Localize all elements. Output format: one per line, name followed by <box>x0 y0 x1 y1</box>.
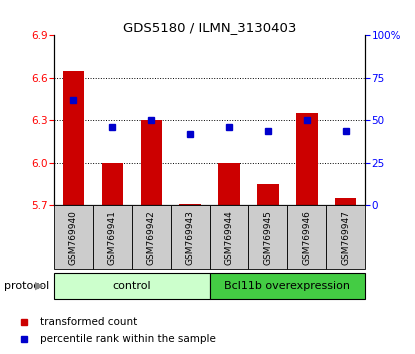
Text: GSM769941: GSM769941 <box>108 210 117 265</box>
Bar <box>141 120 162 205</box>
Bar <box>93 205 132 269</box>
Bar <box>335 198 356 205</box>
Bar <box>54 273 210 299</box>
Bar <box>326 205 365 269</box>
Text: GSM769940: GSM769940 <box>69 210 78 265</box>
Text: GSM769946: GSM769946 <box>303 210 311 265</box>
Text: transformed count: transformed count <box>39 316 137 327</box>
Bar <box>54 205 93 269</box>
Bar <box>257 184 278 205</box>
Text: GSM769944: GSM769944 <box>225 210 234 264</box>
Bar <box>210 273 365 299</box>
Text: GSM769947: GSM769947 <box>341 210 350 265</box>
Bar <box>179 204 201 205</box>
Title: GDS5180 / ILMN_3130403: GDS5180 / ILMN_3130403 <box>123 21 296 34</box>
Bar <box>102 163 123 205</box>
Bar <box>218 163 240 205</box>
Bar <box>296 113 317 205</box>
Bar <box>287 205 326 269</box>
Bar <box>171 205 210 269</box>
Text: GSM769945: GSM769945 <box>264 210 272 265</box>
Bar <box>249 205 287 269</box>
Bar <box>210 205 249 269</box>
Text: protocol: protocol <box>4 281 49 291</box>
Text: Bcl11b overexpression: Bcl11b overexpression <box>225 281 350 291</box>
Text: GSM769942: GSM769942 <box>147 210 156 264</box>
Bar <box>132 205 171 269</box>
Bar <box>63 71 84 205</box>
Text: GSM769943: GSM769943 <box>186 210 195 265</box>
Text: control: control <box>112 281 151 291</box>
Text: ▶: ▶ <box>35 281 44 291</box>
Text: percentile rank within the sample: percentile rank within the sample <box>39 334 215 344</box>
